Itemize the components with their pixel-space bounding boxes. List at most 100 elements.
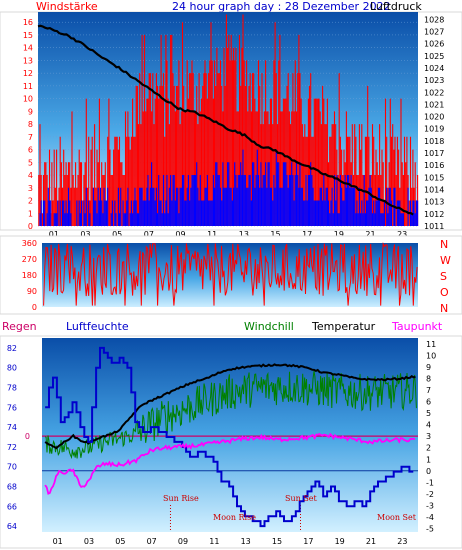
- direction-tick-label: 270: [22, 255, 37, 264]
- humidity-tick-label: 70: [7, 463, 17, 472]
- pressure-tick-label: 1024: [424, 64, 444, 73]
- hour-tick-label: 19: [335, 537, 345, 546]
- temperature-series: [44, 363, 416, 450]
- pressure-tick-label: 1017: [424, 149, 444, 158]
- temperature-tick-label: -3: [426, 501, 434, 510]
- pressure-tick-label: 1018: [424, 137, 444, 146]
- wind-tick-label: 6: [28, 146, 33, 155]
- hour-tick-label: 21: [365, 230, 375, 239]
- temperature-line: [44, 363, 416, 450]
- temperature-tick-label: 4: [426, 421, 431, 430]
- wind-tick-label: 4: [28, 171, 33, 180]
- hour-tick-label: 13: [241, 537, 251, 546]
- pressure-tick-label: 1022: [424, 88, 444, 97]
- humidity-tick-label: 68: [7, 482, 17, 491]
- pressure-tick-label: 1027: [424, 27, 444, 36]
- wind-average-series: [39, 149, 419, 226]
- temperature-tick-label: -2: [426, 490, 434, 499]
- direction-ticks: 0 90 180 270 360: [22, 239, 37, 312]
- temperature-tick-label: 5: [426, 409, 431, 418]
- direction-tick-label: 180: [22, 271, 37, 280]
- header-title: 24 hour graph day : 28 Dezember 2022: [172, 0, 391, 13]
- wind-tick-label: 11: [23, 82, 33, 91]
- humidity-tick-label: 74: [7, 423, 17, 432]
- wind-tick-label: 8: [28, 120, 33, 129]
- hour-tick-label: 17: [303, 537, 313, 546]
- dir-letter-n-bottom: N: [440, 302, 448, 315]
- hour-tick-label: 03: [80, 230, 90, 239]
- humidity-tick-label: 82: [7, 344, 17, 353]
- wind-tick-label: 12: [23, 69, 33, 78]
- hour-tick-label: 01: [53, 537, 63, 546]
- direction-tick-label: 360: [22, 239, 37, 248]
- moon-rise-label: Moon Rise: [213, 513, 256, 522]
- pressure-series: [37, 24, 414, 216]
- pressure-tick-label: 1014: [424, 186, 444, 195]
- wind-tick-label: 3: [28, 184, 33, 193]
- temperature-tick-label: 2: [426, 444, 431, 453]
- pressure-line: [37, 24, 414, 216]
- pressure-tick-label: 1013: [424, 198, 444, 207]
- pressure-tick-label: 1015: [424, 173, 444, 182]
- header-left-label: Windstärke: [36, 0, 98, 13]
- pressure-tick-label: 1012: [424, 210, 444, 219]
- wind-tick-label: 5: [28, 158, 33, 167]
- hour-tick-label: 07: [147, 537, 157, 546]
- hour-tick-label: 21: [366, 537, 376, 546]
- direction-letters: N W S O N: [440, 238, 451, 315]
- temperature-tick-label: 1: [426, 455, 431, 464]
- pressure-tick-label: 1025: [424, 52, 444, 61]
- hour-tick-label: 15: [272, 537, 282, 546]
- pressure-tick-label: 1026: [424, 40, 444, 49]
- humidity-series: [45, 346, 414, 528]
- dewpoint-series: [44, 432, 416, 495]
- hour-tick-label: 13: [239, 230, 249, 239]
- wind-direction-line: [43, 241, 418, 306]
- pressure-tick-label: 1019: [424, 125, 444, 134]
- wind-tick-label: 14: [23, 44, 33, 53]
- temperature-tick-label: -1: [426, 478, 434, 487]
- wind-pressure-ticks: 0123456789101112131415161011101210131014…: [23, 15, 445, 239]
- temperature-tick-label: 10: [426, 351, 436, 360]
- humidity-tick-label: 80: [7, 364, 17, 373]
- hour-tick-label: 17: [302, 230, 312, 239]
- legend-taupunkt: Taupunkt: [391, 320, 443, 333]
- hour-tick-label: 09: [175, 230, 185, 239]
- wind-tick-label: 15: [23, 31, 33, 40]
- legend-luftfeuchte: Luftfeuchte: [66, 320, 129, 333]
- hour-tick-label: 05: [112, 230, 122, 239]
- wind-tick-label: 7: [28, 133, 33, 142]
- hour-tick-label: 15: [270, 230, 280, 239]
- legend-regen: Regen: [2, 320, 37, 333]
- hour-tick-label: 01: [49, 230, 59, 239]
- temperature-tick-label: 6: [426, 398, 431, 407]
- windchill-line: [44, 371, 417, 460]
- sun-set-label: Sun Set: [285, 494, 318, 503]
- hour-tick-label: 05: [115, 537, 125, 546]
- pressure-tick-label: 1016: [424, 161, 444, 170]
- wind-tick-label: 0: [28, 222, 33, 231]
- wind-tick-label: 1: [28, 209, 33, 218]
- pressure-tick-label: 1021: [424, 100, 444, 109]
- legend-temperatur: Temperatur: [311, 320, 376, 333]
- humidity-tick-label: 72: [7, 443, 17, 452]
- wind-tick-label: 10: [23, 95, 33, 104]
- wind-tick-label: 9: [28, 107, 33, 116]
- direction-tick-label: 0: [32, 303, 37, 312]
- pressure-tick-label: 1011: [424, 222, 444, 231]
- dewpoint-line: [44, 432, 416, 495]
- hour-tick-label: 07: [144, 230, 154, 239]
- legend-windchill: Windchill: [244, 320, 294, 333]
- hour-tick-label: 11: [207, 230, 217, 239]
- wind-tick-label: 13: [23, 56, 33, 65]
- temperature-tick-label: 8: [426, 374, 431, 383]
- humidity-tick-label: 78: [7, 383, 17, 392]
- windchill-series: [44, 371, 417, 460]
- temperature-tick-label: 11: [426, 340, 436, 349]
- moon-set-label: Moon Set: [377, 513, 417, 522]
- hour-tick-label: 23: [397, 230, 407, 239]
- humidity-line: [45, 346, 414, 528]
- hour-tick-label: 11: [209, 537, 219, 546]
- hour-tick-label: 03: [84, 537, 94, 546]
